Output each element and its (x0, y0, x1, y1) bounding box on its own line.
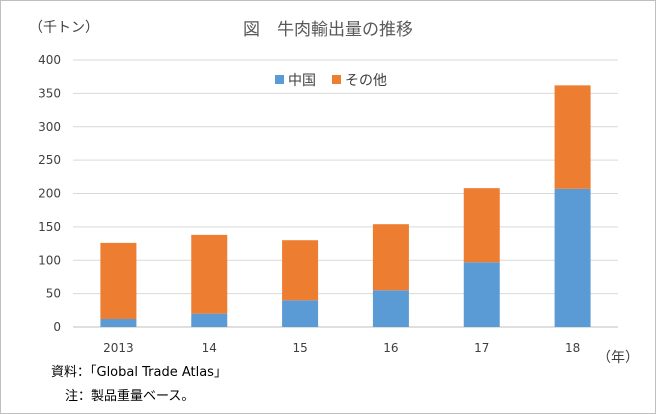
y-tick-label: 350 (38, 86, 61, 100)
bar-segment-other (282, 240, 319, 301)
x-tick-label: 14 (202, 341, 217, 355)
bar-segment-china (463, 262, 500, 327)
bar-segment-china (191, 313, 228, 327)
legend-swatch-other (332, 75, 341, 84)
y-tick-label: 200 (38, 187, 61, 201)
y-tick-label: 100 (38, 253, 61, 267)
y-tick-label: 300 (38, 120, 61, 134)
y-tick-label: 0 (53, 320, 61, 334)
y-axis-unit: （千トン） (29, 20, 99, 36)
legend-label-other: その他 (345, 73, 387, 89)
bar-segment-china (100, 318, 137, 327)
bar-segment-other (100, 242, 137, 319)
bar-segment-other (554, 85, 591, 189)
bar-segment-other (191, 234, 228, 314)
source-note: 資料：「Global Trade Atlas」 (51, 365, 227, 380)
x-axis-unit: （年） (597, 350, 639, 366)
x-tick-label: 2013 (103, 341, 134, 355)
x-tick-label: 16 (383, 341, 398, 355)
y-tick-label: 400 (38, 53, 61, 67)
bar-segment-china (372, 290, 409, 327)
chart-title: 図 牛肉輸出量の推移 (243, 20, 413, 40)
legend-swatch-china (275, 75, 284, 84)
y-tick-label: 150 (38, 220, 61, 234)
y-tick-label: 50 (46, 287, 61, 301)
bar-segment-other (463, 188, 500, 263)
footnote: 注：製品重量ベース。 (65, 389, 195, 404)
x-tick-label: 15 (292, 341, 307, 355)
legend-label-china: 中国 (288, 73, 316, 89)
x-tick-label: 18 (565, 341, 580, 355)
bar-segment-other (372, 224, 409, 291)
y-tick-label: 250 (38, 153, 61, 167)
bar-segment-china (282, 300, 319, 327)
bar-segment-china (554, 188, 591, 327)
x-tick-label: 17 (474, 341, 489, 355)
